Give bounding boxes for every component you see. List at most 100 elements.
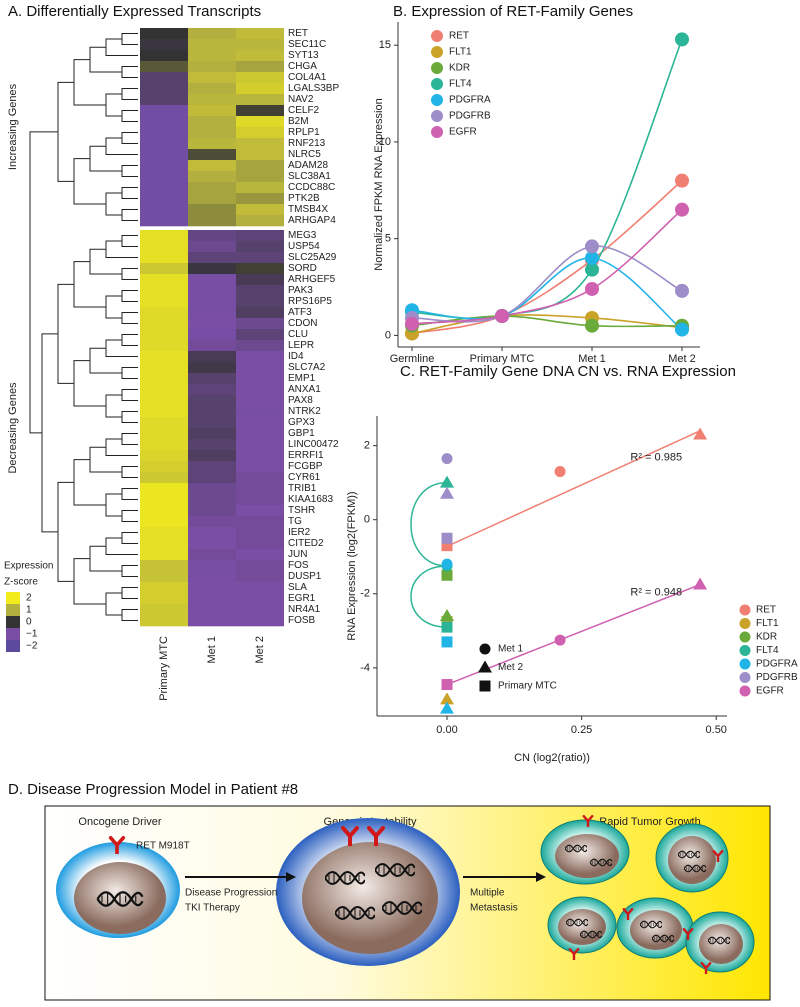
heat-cell: [236, 215, 284, 227]
gene-label: LEPR: [288, 340, 314, 351]
heat-cell: [140, 204, 188, 216]
group-label: Increasing Genes: [7, 83, 19, 170]
heat-cell: [236, 483, 284, 495]
heat-cell: [140, 252, 188, 264]
heat-cell: [188, 94, 236, 106]
gene-label: ADAM28: [288, 160, 328, 171]
heat-cell: [236, 105, 284, 117]
y-tick-label: 5: [385, 233, 391, 245]
dendrogram: [121, 235, 138, 247]
heat-cell: [188, 61, 236, 73]
gene-label: SLC38A1: [288, 171, 331, 182]
heat-cell: [236, 116, 284, 128]
heat-cell: [236, 373, 284, 385]
heat-cell: [188, 252, 236, 264]
heat-cell: [236, 39, 284, 51]
arrow-label: Metastasis: [470, 903, 518, 914]
heat-cell: [188, 149, 236, 161]
legend-swatch: [6, 616, 20, 628]
legend-swatch: [6, 628, 20, 640]
dendrogram: [121, 367, 138, 379]
legend-label: PDGFRB: [449, 111, 491, 122]
heat-cell: [236, 296, 284, 308]
panel-title: C. RET-Family Gene DNA CN vs. RNA Expres…: [400, 363, 736, 380]
gene-label: CDON: [288, 318, 317, 329]
legend-marker: [739, 618, 751, 629]
heat-cell: [236, 582, 284, 594]
legend-marker: [431, 62, 443, 74]
gene-label: FCGBP: [288, 461, 323, 472]
point: [441, 679, 453, 691]
heat-cell: [140, 285, 188, 297]
legend-label: −2: [26, 641, 38, 652]
gene-label: DUSP1: [288, 571, 322, 582]
gene-label: ARHGAP4: [288, 215, 336, 226]
heat-cell: [236, 472, 284, 484]
point: [585, 262, 599, 277]
y-tick-label: 10: [379, 136, 391, 148]
heat-cell: [188, 230, 236, 242]
gene-label: SEC11C: [288, 39, 326, 50]
heat-cell: [236, 604, 284, 616]
legend-label: KDR: [756, 632, 777, 643]
series-line: [411, 315, 683, 328]
heat-cell: [236, 127, 284, 139]
dendrogram: [121, 312, 138, 324]
point: [675, 173, 689, 188]
gene-label: TMSB4X: [288, 204, 328, 215]
gene-label: LGALS3BP: [288, 83, 339, 94]
gene-label: KIAA1683: [288, 494, 333, 505]
dendrogram: [121, 165, 138, 177]
point: [441, 569, 453, 581]
x-tick-label: 0.00: [436, 724, 457, 736]
gene-label: PAX8: [288, 395, 313, 406]
heat-cell: [140, 105, 188, 117]
heat-cell: [140, 116, 188, 128]
gene-label: CHGA: [288, 61, 317, 72]
heat-cell: [236, 340, 284, 352]
heat-cell: [140, 215, 188, 227]
arrow-label: TKI Therapy: [185, 903, 240, 914]
heat-cell: [188, 307, 236, 319]
heat-cell: [236, 384, 284, 396]
dendrogram: [121, 510, 138, 522]
point: [693, 577, 708, 590]
legend-marker: [431, 78, 443, 90]
point: [441, 621, 453, 633]
point: [405, 316, 419, 331]
dendrogram: [121, 334, 138, 346]
heat-cell: [236, 351, 284, 363]
x-tick-label: Met 1: [578, 353, 606, 365]
heat-cell: [236, 461, 284, 473]
heat-cell: [188, 582, 236, 594]
legend-marker: [739, 645, 751, 656]
gene-label: ATF3: [288, 307, 312, 318]
gene-label: RPS16P5: [288, 296, 332, 307]
heat-cell: [140, 39, 188, 51]
point: [585, 318, 599, 333]
heat-cell: [236, 593, 284, 605]
gene-label: RNF213: [288, 138, 326, 149]
x-tick-label: Primary MTC: [470, 353, 535, 365]
legend-label: 2: [26, 593, 32, 604]
heat-cell: [188, 450, 236, 462]
point: [440, 609, 454, 621]
heat-cell: [188, 215, 236, 227]
heat-cell: [188, 549, 236, 561]
y-axis-label: RNA Expression (log2(FPKM)): [346, 491, 358, 640]
heat-cell: [140, 50, 188, 62]
heat-cell: [188, 461, 236, 473]
dendrogram: [121, 488, 138, 500]
heat-cell: [188, 439, 236, 451]
heat-cell: [188, 472, 236, 484]
heat-cell: [140, 318, 188, 330]
dendrogram: [121, 433, 138, 445]
heat-cell: [188, 593, 236, 605]
heat-cell: [140, 593, 188, 605]
heat-cell: [236, 362, 284, 374]
heat-cell: [188, 28, 236, 40]
legend-swatch: [6, 604, 20, 616]
point: [440, 701, 454, 714]
legend-marker: [431, 46, 443, 58]
